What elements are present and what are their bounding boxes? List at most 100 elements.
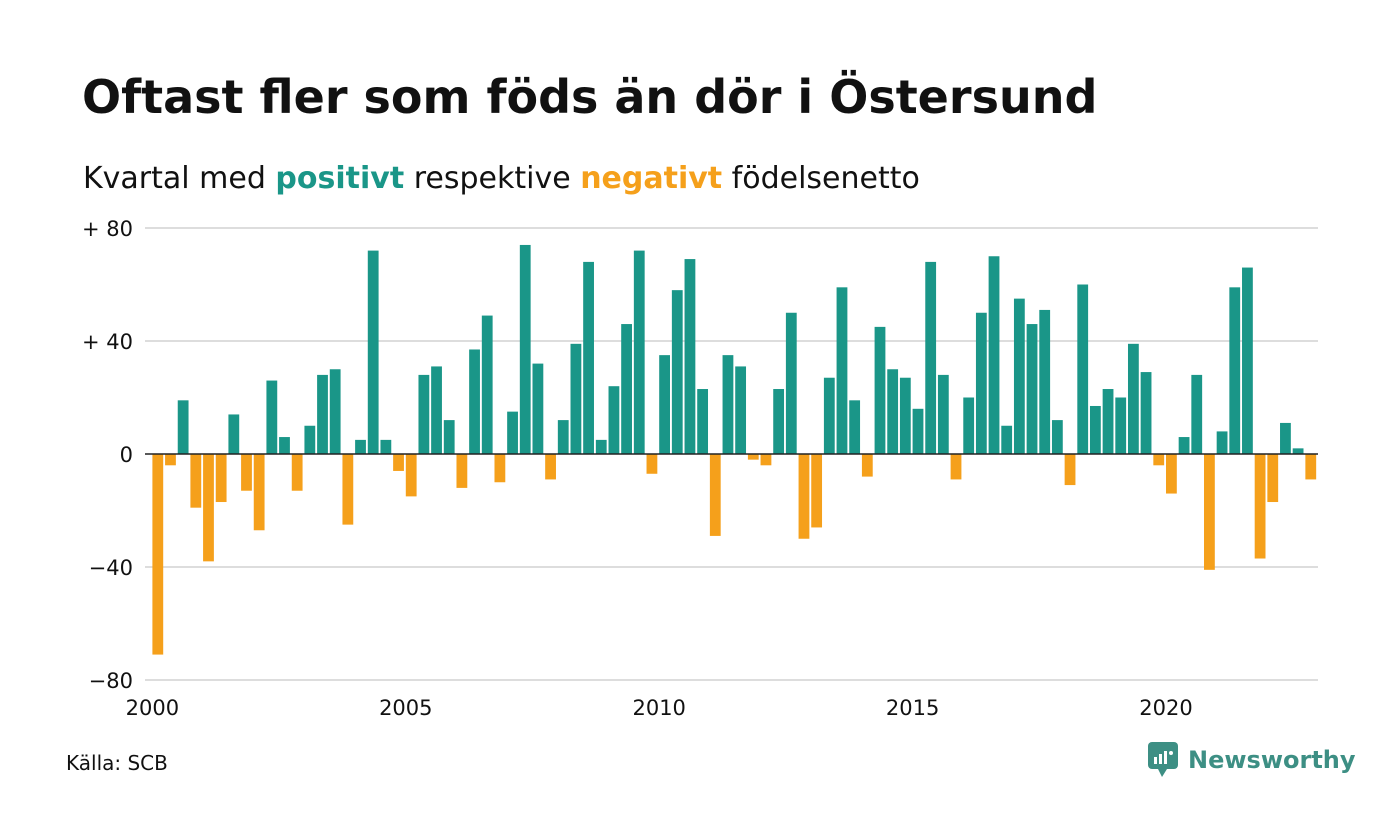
bar-positive [975, 312, 987, 454]
x-tick-label: 2015 [886, 696, 939, 720]
bar-positive [925, 261, 937, 454]
x-tick-label: 2020 [1139, 696, 1192, 720]
subtitle-suffix: födelsenetto [722, 161, 920, 196]
bar-positive [304, 425, 316, 454]
bar-negative [342, 454, 354, 525]
bar-negative [1254, 454, 1266, 559]
bar-positive [507, 411, 518, 455]
bar-positive [1026, 324, 1038, 454]
bar-negative [798, 454, 810, 539]
bar-negative [1204, 454, 1215, 570]
bar-positive [1216, 431, 1228, 454]
bar-positive [1051, 420, 1063, 454]
y-tick-label: −80 [89, 669, 133, 693]
bar-positive [823, 377, 835, 454]
bar-positive [1089, 405, 1101, 454]
bar-negative [709, 454, 721, 536]
bar-negative [646, 454, 658, 474]
bar-positive [887, 369, 899, 454]
bar-positive [418, 374, 430, 454]
bar-negative [1153, 454, 1165, 466]
grid-lines [145, 227, 1318, 681]
bar-positive [722, 355, 734, 455]
bar-positive [684, 259, 696, 454]
bar-negative [861, 454, 873, 477]
subtitle-negative-word: negativt [580, 161, 723, 196]
bar-positive [773, 389, 785, 454]
bar-positive [1229, 287, 1241, 454]
y-axis-labels: + 80 + 40 0 −40 −80 [82, 217, 133, 693]
bar-positive [1115, 397, 1127, 454]
bar-positive [355, 439, 366, 455]
bar-positive [633, 250, 645, 454]
bar-positive [380, 439, 392, 455]
bar-negative [190, 454, 202, 508]
bar-positive [367, 250, 379, 454]
subtitle-prefix: Kvartal med [83, 161, 276, 196]
bar-positive [988, 256, 1000, 454]
bar-positive [697, 389, 709, 454]
bar-positive [671, 290, 683, 454]
x-tick-label: 2005 [379, 696, 432, 720]
bar-negative [165, 454, 176, 466]
bar-negative [811, 454, 823, 528]
bar-positive [177, 400, 189, 454]
bar-positive [266, 380, 278, 454]
bar-positive [583, 261, 594, 454]
bar-positive [519, 244, 531, 454]
subtitle-positive-word: positivt [275, 161, 405, 196]
bar-positive [608, 386, 620, 454]
bar-positive [557, 420, 569, 454]
bar-negative [203, 454, 214, 562]
bar-negative [760, 454, 772, 466]
brand-logo: Newsworthy [1148, 742, 1356, 778]
bar-negative [393, 454, 404, 471]
bar-positive [1178, 437, 1190, 454]
bar-negative [747, 454, 759, 460]
bar-positive [481, 315, 493, 454]
bar-negative [152, 454, 164, 655]
bar-positive [1077, 284, 1089, 454]
bar-positive [937, 374, 949, 454]
source-note: Källa: SCB [66, 751, 168, 775]
bar-positive [469, 349, 480, 454]
bar-negative [1064, 454, 1076, 486]
bar-positive [963, 397, 975, 454]
y-tick-label: + 80 [82, 217, 133, 241]
y-tick-label: −40 [89, 556, 133, 580]
bar-positive [785, 312, 797, 454]
bar-positive [329, 369, 341, 454]
newsworthy-logo-icon [1148, 742, 1178, 777]
x-tick-label: 2010 [632, 696, 685, 720]
bar-negative [253, 454, 265, 531]
bar-positive [1013, 298, 1025, 455]
bar-positive [279, 437, 290, 454]
bar-negative [405, 454, 417, 497]
bar-positive [912, 408, 924, 454]
bar-positive [443, 420, 455, 454]
bar-positive [659, 355, 670, 455]
bar-positive [1140, 372, 1152, 454]
bar-positive [899, 377, 911, 454]
bar-positive [1242, 267, 1253, 454]
bar-negative [1305, 454, 1317, 480]
bar-positive [849, 400, 861, 454]
bar-positive [1127, 343, 1139, 454]
bar-negative [215, 454, 227, 503]
bar-positive [595, 439, 607, 455]
bar-negative [1267, 454, 1279, 503]
brand-name: Newsworthy [1188, 746, 1356, 774]
y-tick-label: + 40 [82, 330, 133, 354]
subtitle-middle: respektive [404, 161, 581, 196]
bar-negative [241, 454, 252, 491]
bar-positive [1001, 425, 1013, 454]
bar-positive [735, 366, 747, 454]
bar-negative [950, 454, 962, 480]
bar-positive [1191, 374, 1203, 454]
bar-positive [532, 363, 544, 454]
chart-subtitle: Kvartal med positivt respektive negativt… [83, 161, 920, 196]
bar-positive [1280, 422, 1291, 454]
bar-negative [456, 454, 468, 488]
bar-positive [1039, 309, 1051, 454]
